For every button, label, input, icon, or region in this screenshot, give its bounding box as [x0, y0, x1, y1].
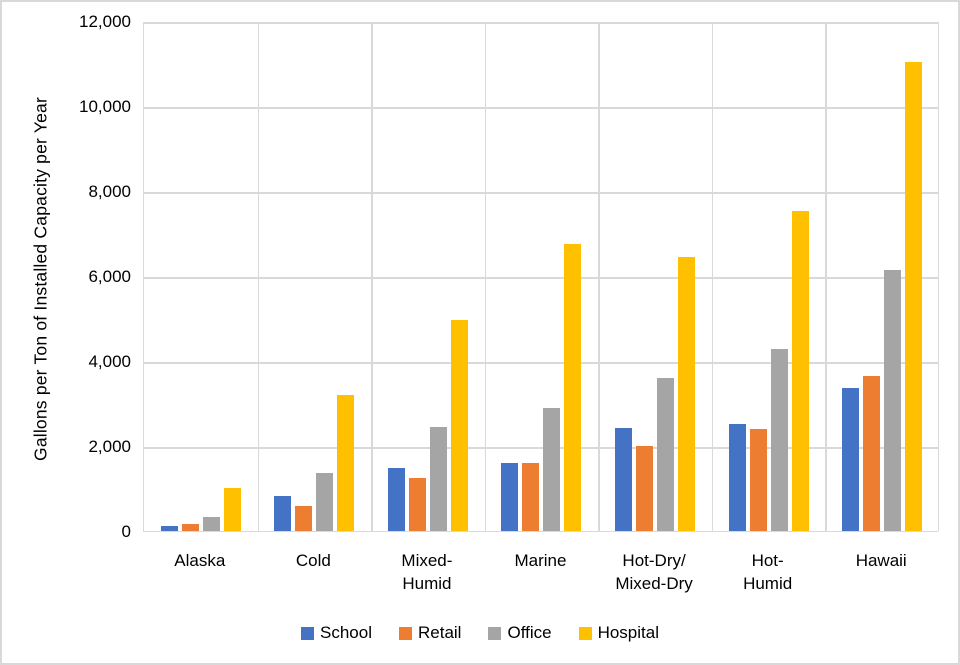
- y-axis-tick-label: 8,000: [88, 182, 131, 201]
- x-axis-label-hot-dry-mixed-dry: Hot-Dry/ Mixed-Dry: [615, 551, 693, 593]
- bar-hospital-alaska: [223, 488, 241, 531]
- y-axis-tick-label: 10,000: [79, 97, 131, 116]
- y-axis-tick-label: 4,000: [88, 352, 131, 371]
- bar-group-hot-dry-mixed-dry: [598, 21, 712, 531]
- bar-office-hawaii: [884, 269, 902, 531]
- bar-retail-cold: [295, 505, 313, 531]
- bar-hospital-hot-humid: [791, 210, 809, 531]
- gridline-horizontal: [144, 277, 938, 279]
- legend-label-hospital: Hospital: [597, 623, 659, 642]
- y-axis-tick-label: 6,000: [88, 267, 131, 286]
- gridline-horizontal: [144, 22, 938, 24]
- y-axis-tick-label: 12,000: [79, 12, 131, 31]
- bar-office-alaska: [202, 516, 220, 531]
- x-axis-label-marine: Marine: [514, 551, 567, 570]
- legend: School Retail Office Hospital: [2, 623, 958, 643]
- bar-school-marine: [501, 462, 519, 531]
- legend-item-retail: Retail: [399, 623, 461, 643]
- gridline-horizontal: [144, 362, 938, 364]
- bar-office-marine: [543, 408, 561, 531]
- legend-swatch-hospital: [578, 626, 592, 640]
- bar-retail-mixed-humid: [408, 478, 426, 531]
- bar-group-hawaii: [825, 21, 939, 531]
- bar-retail-hawaii: [863, 375, 881, 531]
- gridline-vertical: [484, 22, 487, 531]
- bar-retail-alaska: [181, 524, 199, 531]
- gridline-vertical: [257, 22, 260, 531]
- bar-group-alaska: [144, 21, 258, 531]
- bar-group-marine: [485, 21, 599, 531]
- legend-swatch-school: [301, 626, 315, 640]
- bar-retail-marine: [522, 463, 540, 531]
- bar-school-mixed-humid: [387, 467, 405, 531]
- bar-hospital-mixed-humid: [450, 319, 468, 531]
- x-axis-label-hawaii: Hawaii: [855, 551, 907, 570]
- bar-school-cold: [274, 495, 292, 531]
- legend-item-office: Office: [488, 623, 552, 643]
- bar-retail-hot-humid: [749, 428, 767, 531]
- bar-group-cold: [258, 21, 372, 531]
- x-axis-label-hot-humid: Hot- Humid: [743, 551, 793, 593]
- gridline-horizontal: [144, 107, 938, 109]
- bar-school-hot-humid: [728, 423, 746, 531]
- bar-office-mixed-humid: [429, 426, 447, 531]
- bar-group-hot-humid: [712, 21, 826, 531]
- bar-school-alaska: [160, 525, 178, 531]
- legend-label-retail: Retail: [418, 623, 462, 642]
- bar-office-hot-humid: [770, 349, 788, 531]
- bar-office-hot-dry-mixed-dry: [657, 377, 675, 531]
- legend-label-school: School: [320, 623, 372, 642]
- legend-swatch-office: [488, 626, 502, 640]
- legend-swatch-retail: [399, 626, 412, 640]
- legend-item-hospital: Hospital: [578, 623, 659, 643]
- bar-hospital-hot-dry-mixed-dry: [678, 256, 696, 531]
- y-axis-tick-label: 0: [121, 522, 131, 541]
- legend-item-school: School: [301, 623, 372, 643]
- bar-school-hot-dry-mixed-dry: [615, 428, 633, 531]
- bar-retail-hot-dry-mixed-dry: [636, 446, 654, 531]
- bar-hospital-cold: [337, 395, 355, 531]
- x-axis-label-mixed-humid: Mixed- Humid: [401, 551, 453, 593]
- bar-school-hawaii: [842, 387, 860, 531]
- bar-hospital-marine: [564, 243, 582, 531]
- y-axis-tick-label: 2,000: [88, 437, 131, 456]
- gridline-horizontal: [144, 447, 938, 449]
- gridline-vertical: [598, 22, 600, 531]
- x-axis-label-alaska: Alaska: [174, 551, 226, 570]
- bar-group-mixed-humid: [371, 21, 485, 531]
- x-axis-label-cold: Cold: [295, 551, 331, 570]
- gridline-vertical: [371, 22, 373, 531]
- gridline-vertical: [711, 22, 714, 531]
- gridline-vertical: [937, 22, 939, 531]
- plot-area: [143, 21, 939, 532]
- gridline-vertical: [825, 22, 827, 531]
- bar-hospital-hawaii: [905, 61, 923, 531]
- bar-office-cold: [316, 473, 334, 531]
- gridline-horizontal: [144, 192, 938, 194]
- legend-label-office: Office: [507, 623, 552, 642]
